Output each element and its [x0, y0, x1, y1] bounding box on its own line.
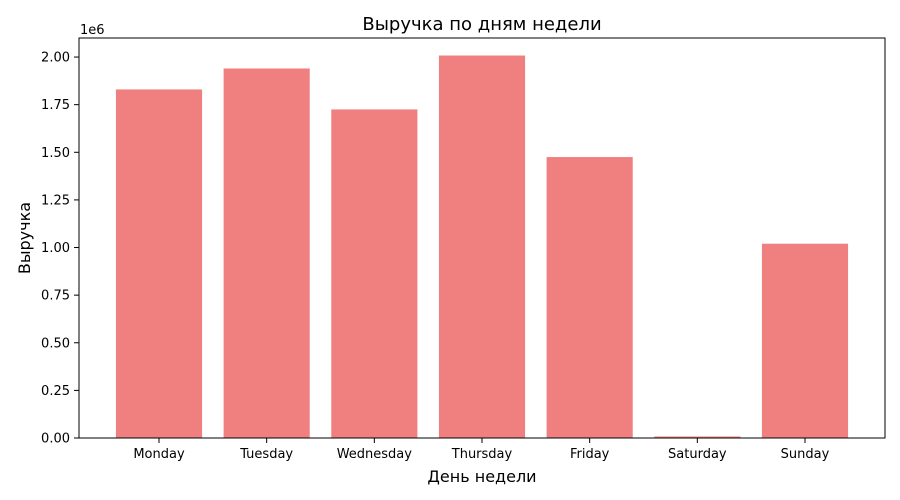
y-tick-label: 1.25 [41, 193, 70, 208]
y-tick-label: 0.00 [41, 432, 70, 447]
y-tick-label: 0.75 [41, 289, 70, 304]
bar-friday [546, 157, 633, 439]
chart-title: Выручка по дням недели [362, 14, 601, 35]
x-axis-ticks: Monday Tuesday Wednesday Thursday Friday Satu… [133, 438, 830, 462]
bar-monday [115, 89, 203, 438]
bar-tuesday [223, 68, 310, 438]
bar-thursday [438, 55, 526, 439]
x-tick-label: Sunday [781, 447, 830, 462]
plot-frame [78, 37, 886, 439]
y-tick-label: 1.75 [41, 98, 70, 113]
x-tick-label: Thursday [451, 447, 513, 462]
bar-sunday [761, 243, 849, 438]
y-axis-label: Выручка [15, 202, 34, 274]
bars-group [115, 55, 849, 439]
x-axis-label: День недели [427, 467, 536, 486]
x-tick-label: Monday [133, 447, 185, 462]
bar-wednesday [331, 109, 418, 438]
y-tick-label: 1.50 [41, 146, 70, 161]
y-tick-label: 2.00 [41, 51, 70, 66]
bar-saturday [654, 436, 741, 438]
y-axis-exponent-label: 1e6 [80, 23, 105, 38]
x-tick-label: Friday [570, 447, 610, 462]
x-tick-label: Saturday [668, 447, 727, 462]
x-tick-label: Tuesday [239, 447, 293, 462]
x-tick-label: Wednesday [337, 447, 413, 462]
y-tick-label: 0.25 [41, 384, 70, 399]
y-tick-label: 0.50 [41, 336, 70, 351]
y-tick-label: 1.00 [41, 241, 70, 256]
y-axis-ticks: 0.00 0.25 0.50 0.75 1.00 1.25 1.50 1.75 2.00 [41, 51, 79, 447]
